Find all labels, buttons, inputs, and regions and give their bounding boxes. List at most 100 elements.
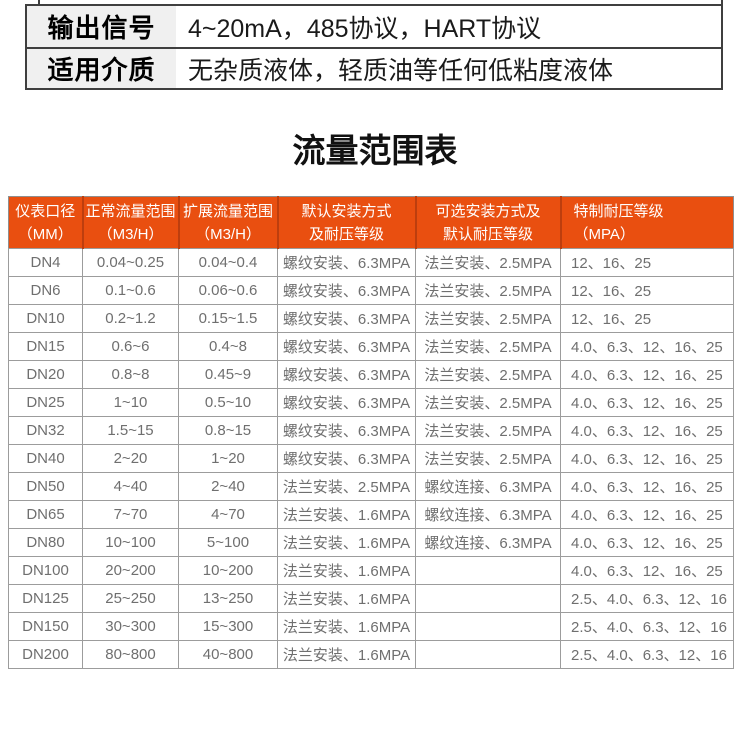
spec-row-output-signal: 输出信号 4~20mA，485协议，HART协议 xyxy=(27,6,721,47)
table-cell: DN65 xyxy=(8,500,83,529)
table-cell: 法兰安装、2.5MPA xyxy=(415,360,561,389)
table-cell: DN20 xyxy=(8,360,83,389)
flow-table-body: DN4 0.04~0.25 0.04~0.4 螺纹安装、6.3MPA 法兰安装、2.5M… xyxy=(8,248,734,669)
spec-table: 输出信号 4~20mA，485协议，HART协议 适用介质 无杂质液体，轻质油等… xyxy=(25,4,723,90)
table-cell: 螺纹安装、6.3MPA xyxy=(277,332,416,361)
table-cell: 2.5、4.0、6.3、12、16 xyxy=(560,612,734,641)
table-cell: 螺纹安装、6.3MPA xyxy=(277,304,416,333)
table-cell: 1~20 xyxy=(178,444,278,473)
table-row: DN32 1.5~15 0.8~15 螺纹安装、6.3MPA 法兰安装、2.5MPA 4.… xyxy=(8,416,734,445)
table-cell: 4~40 xyxy=(82,472,179,501)
table-cell: 10~100 xyxy=(82,528,179,557)
table-cell: 法兰安装、1.6MPA xyxy=(277,528,416,557)
table-cell: 法兰安装、1.6MPA xyxy=(277,556,416,585)
table-cell: 0.06~0.6 xyxy=(178,276,278,305)
table-cell: DN150 xyxy=(8,612,83,641)
table-cell: 法兰安装、1.6MPA xyxy=(277,500,416,529)
table-cell: 12、16、25 xyxy=(560,304,734,333)
table-cell: 10~200 xyxy=(178,556,278,585)
table-cell: 法兰安装、2.5MPA xyxy=(415,444,561,473)
table-row: DN200 80~800 40~800 法兰安装、1.6MPA 2.5、4.0、6.3、… xyxy=(8,640,734,669)
table-cell: 30~300 xyxy=(82,612,179,641)
flow-range-table: 仪表口径 （MM） 正常流量范围 （M3/H） 扩展流量范围 （M3/H） 默认… xyxy=(8,196,734,669)
spec-section: 输出信号 4~20mA，485协议，HART协议 适用介质 无杂质液体，轻质油等… xyxy=(0,0,750,90)
table-cell: 螺纹连接、6.3MPA xyxy=(415,500,561,529)
table-cell: 4.0、6.3、12、16、25 xyxy=(560,528,734,557)
table-cell xyxy=(415,556,561,585)
table-cell: 40~800 xyxy=(178,640,278,669)
table-cell: 0.4~8 xyxy=(178,332,278,361)
table-cell xyxy=(415,640,561,669)
table-cell: 1.5~15 xyxy=(82,416,179,445)
table-cell: 4.0、6.3、12、16、25 xyxy=(560,500,734,529)
table-cell: 法兰安装、2.5MPA xyxy=(415,248,561,277)
table-cell: 80~800 xyxy=(82,640,179,669)
table-cell: DN10 xyxy=(8,304,83,333)
table-cell xyxy=(415,584,561,613)
table-cell: DN100 xyxy=(8,556,83,585)
table-cell: 法兰安装、1.6MPA xyxy=(277,640,416,669)
table-cell: 4~70 xyxy=(178,500,278,529)
table-cell: 0.5~10 xyxy=(178,388,278,417)
table-cell: 2~20 xyxy=(82,444,179,473)
table-row: DN25 1~10 0.5~10 螺纹安装、6.3MPA 法兰安装、2.5MPA 4.0、… xyxy=(8,388,734,417)
table-row: DN150 30~300 15~300 法兰安装、1.6MPA 2.5、4.0、6.3、… xyxy=(8,612,734,641)
spec-label: 输出信号 xyxy=(27,6,176,47)
table-cell: 法兰安装、2.5MPA xyxy=(415,304,561,333)
table-cell: 5~100 xyxy=(178,528,278,557)
table-cell: 螺纹连接、6.3MPA xyxy=(415,472,561,501)
table-cell: 12、16、25 xyxy=(560,248,734,277)
table-cell: DN25 xyxy=(8,388,83,417)
header-extended-flow-range: 扩展流量范围 （M3/H） xyxy=(177,196,278,249)
table-row: DN10 0.2~1.2 0.15~1.5 螺纹安装、6.3MPA 法兰安装、2.5MP… xyxy=(8,304,734,333)
table-cell: DN80 xyxy=(8,528,83,557)
table-cell: 螺纹安装、6.3MPA xyxy=(277,444,416,473)
cropped-row-divider xyxy=(38,0,40,4)
table-cell: 法兰安装、1.6MPA xyxy=(277,612,416,641)
table-cell: 法兰安装、1.6MPA xyxy=(277,584,416,613)
table-cell: 法兰安装、2.5MPA xyxy=(415,276,561,305)
table-cell: DN32 xyxy=(8,416,83,445)
table-cell: DN4 xyxy=(8,248,83,277)
table-cell: DN125 xyxy=(8,584,83,613)
table-cell: DN40 xyxy=(8,444,83,473)
spec-label: 适用介质 xyxy=(27,49,176,88)
table-row: DN15 0.6~6 0.4~8 螺纹安装、6.3MPA 法兰安装、2.5MPA 4.0、… xyxy=(8,332,734,361)
table-cell: 0.45~9 xyxy=(178,360,278,389)
table-row: DN20 0.8~8 0.45~9 螺纹安装、6.3MPA 法兰安装、2.5MPA 4.0… xyxy=(8,360,734,389)
table-cell: 4.0、6.3、12、16、25 xyxy=(560,360,734,389)
table-row: DN65 7~70 4~70 法兰安装、1.6MPA 螺纹连接、6.3MPA 4.0、6.… xyxy=(8,500,734,529)
table-cell: 7~70 xyxy=(82,500,179,529)
table-cell: 螺纹安装、6.3MPA xyxy=(277,388,416,417)
table-cell xyxy=(415,612,561,641)
table-cell: 法兰安装、2.5MPA xyxy=(415,416,561,445)
table-row: DN50 4~40 2~40 法兰安装、2.5MPA 螺纹连接、6.3MPA 4.0、6.… xyxy=(8,472,734,501)
header-optional-install: 可选安装方式及 默认耐压等级 xyxy=(414,196,561,249)
table-cell: 25~250 xyxy=(82,584,179,613)
table-cell: 0.8~8 xyxy=(82,360,179,389)
header-default-install: 默认安装方式 及耐压等级 xyxy=(276,196,416,249)
table-cell: 4.0、6.3、12、16、25 xyxy=(560,388,734,417)
table-cell: 0.04~0.25 xyxy=(82,248,179,277)
header-special-pressure: 特制耐压等级 （MPA） xyxy=(559,196,734,249)
table-cell: 法兰安装、2.5MPA xyxy=(415,332,561,361)
table-row: DN80 10~100 5~100 法兰安装、1.6MPA 螺纹连接、6.3MPA 4.0… xyxy=(8,528,734,557)
flow-table-header: 仪表口径 （MM） 正常流量范围 （M3/H） 扩展流量范围 （M3/H） 默认… xyxy=(8,196,734,249)
table-cell: 1~10 xyxy=(82,388,179,417)
table-cell: DN200 xyxy=(8,640,83,669)
table-cell: 12、16、25 xyxy=(560,276,734,305)
table-row: DN6 0.1~0.6 0.06~0.6 螺纹安装、6.3MPA 法兰安装、2.5MPA… xyxy=(8,276,734,305)
table-cell: DN50 xyxy=(8,472,83,501)
header-normal-flow-range: 正常流量范围 （M3/H） xyxy=(81,196,179,249)
table-cell: 法兰安装、2.5MPA xyxy=(415,388,561,417)
table-row: DN100 20~200 10~200 法兰安装、1.6MPA 4.0、6.3、12、1… xyxy=(8,556,734,585)
spec-value: 4~20mA，485协议，HART协议 xyxy=(188,14,542,43)
header-diameter: 仪表口径 （MM） xyxy=(8,196,83,249)
table-cell: 2.5、4.0、6.3、12、16 xyxy=(560,640,734,669)
table-cell: 13~250 xyxy=(178,584,278,613)
table-row: DN40 2~20 1~20 螺纹安装、6.3MPA 法兰安装、2.5MPA 4.0、6.… xyxy=(8,444,734,473)
spec-row-applicable-medium: 适用介质 无杂质液体，轻质油等任何低粘度液体 xyxy=(27,47,721,88)
table-cell: 螺纹安装、6.3MPA xyxy=(277,276,416,305)
table-cell: 0.1~0.6 xyxy=(82,276,179,305)
table-cell: 20~200 xyxy=(82,556,179,585)
